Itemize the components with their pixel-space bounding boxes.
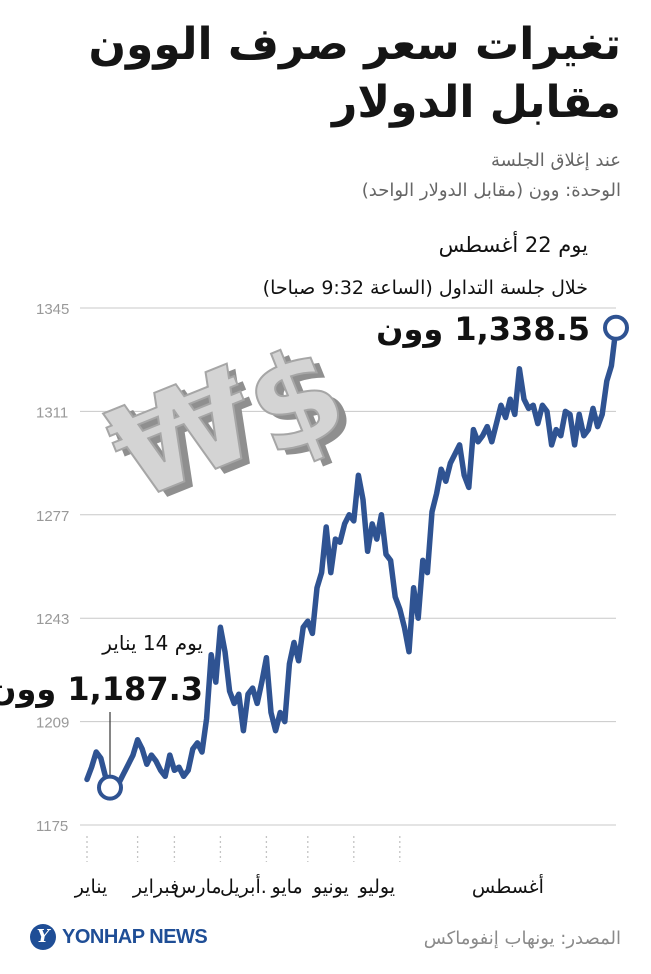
start-point-marker [97, 774, 123, 801]
end-point-marker [603, 314, 629, 341]
page-title: تغيرات سعر صرف الوون مقابل الدولار [21, 16, 621, 132]
yonhap-logo-icon: Y [30, 924, 56, 950]
start-annotation-date: يوم 14 يناير [101, 631, 203, 655]
x-tick-label: مايو [271, 876, 303, 898]
subtitle: عند إغلاق الجلسة الوحدة: وون (مقابل الدو… [21, 146, 621, 206]
exchange-rate-line [84, 325, 619, 791]
x-tick-label: مارس [173, 876, 221, 898]
x-tick-label: فبراير [132, 876, 179, 898]
y-tick-label: 1243 [36, 611, 69, 628]
end-annotation-session: خلال جلسة التداول (الساعة 9:32 صباحا) [263, 277, 588, 299]
x-tick-label: يوليو [358, 876, 395, 898]
yonhap-logo-text: YONHAP NEWS [62, 925, 208, 948]
start-annotation: يوم 14 يناير 1,187.3 وون [0, 631, 203, 708]
subtitle-line-2: الوحدة: وون (مقابل الدولار الواحد) [361, 180, 621, 201]
end-annotation-value: 1,338.5 وون [376, 310, 590, 348]
source-note: المصدر: يونهاب إنفوماكس [423, 928, 621, 949]
title-line-2: مقابل الدولار [331, 77, 621, 128]
title-line-1: تغيرات سعر صرف الوون [88, 19, 621, 70]
start-annotation-value: 1,187.3 وون [0, 670, 203, 708]
y-tick-label: 1345 [36, 301, 69, 318]
x-tick-label: يناير [74, 876, 108, 898]
y-tick-label: 1311 [36, 404, 68, 421]
yonhap-logo: Y YONHAP NEWS [30, 924, 208, 950]
x-tick-label: .أبريل [220, 874, 267, 898]
y-tick-label: 1175 [36, 818, 68, 835]
x-tick-label: أغسطس [472, 874, 544, 898]
x-tick-label: يونيو [312, 876, 349, 898]
y-tick-label: 1209 [36, 715, 69, 732]
y-axis-labels: 1175 1209 1243 1277 1311 1345 [36, 301, 69, 835]
subtitle-line-1: عند إغلاق الجلسة [491, 150, 621, 171]
y-tick-label: 1277 [36, 508, 69, 525]
end-annotation: يوم 22 أغسطس خلال جلسة التداول (الساعة 9… [263, 231, 590, 348]
won-dollar-illustration: ₩ ₩ $ $ [89, 315, 373, 535]
end-annotation-date: يوم 22 أغسطس [439, 231, 588, 257]
